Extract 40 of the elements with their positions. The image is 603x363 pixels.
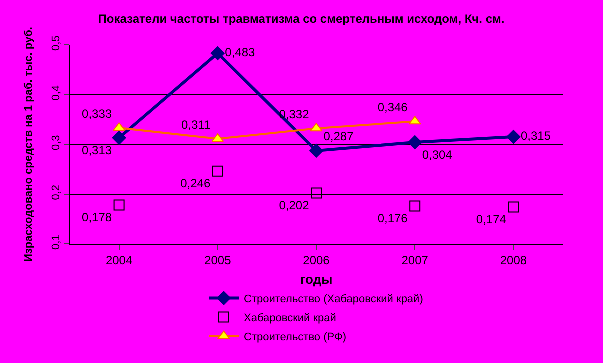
x-axis-title: годы — [300, 272, 333, 287]
y-tick-label: 0,4 — [50, 85, 63, 101]
legend-label: Строительство (РФ) — [244, 332, 347, 344]
legend-label: Строительство (Хабаровский край) — [244, 294, 424, 306]
point — [408, 136, 422, 150]
x-tick-label: 2008 — [500, 253, 528, 268]
data-label: 0,304 — [422, 148, 453, 162]
data-label: 0,346 — [378, 100, 408, 114]
data-label: 0,202 — [279, 198, 310, 213]
point — [112, 131, 126, 146]
data-label: 0,313 — [82, 143, 112, 158]
legend-label: Хабаровский край — [244, 312, 336, 325]
point — [311, 188, 322, 199]
data-label: 0,333 — [82, 106, 112, 121]
point — [212, 166, 224, 177]
data-label: 0,315 — [520, 129, 552, 144]
data-label: 0,483 — [225, 45, 256, 60]
data-label: 0,178 — [82, 210, 112, 224]
data-label: 0,246 — [180, 176, 211, 191]
chart-title: Показатели частоты травматизма со смертельным исходом, Кч. см. — [98, 12, 505, 26]
point — [114, 200, 125, 211]
point — [210, 46, 225, 60]
y-tick-label: 0,1 — [50, 234, 63, 250]
point — [310, 144, 324, 158]
x-tick-label: 2004 — [106, 253, 133, 268]
point — [410, 200, 421, 212]
y-tick-label: 0,2 — [50, 184, 63, 200]
data-label: 0,311 — [182, 118, 211, 132]
x-tick-label: 2007 — [402, 253, 429, 268]
y-axis-title: Израсходовано средств на 1 раб. тыс. руб. — [23, 27, 36, 262]
point — [506, 130, 521, 144]
x-tick-label: 2006 — [303, 253, 330, 268]
x-tick-label: 2005 — [204, 253, 232, 268]
data-label: 0,287 — [324, 130, 354, 144]
data-label: 0,174 — [476, 212, 507, 226]
point — [508, 202, 520, 213]
y-tick-label: 0,5 — [50, 36, 63, 51]
data-label: 0,176 — [378, 211, 408, 226]
data-label: 0,332 — [279, 107, 310, 122]
y-tick-label: 0,3 — [50, 135, 63, 150]
